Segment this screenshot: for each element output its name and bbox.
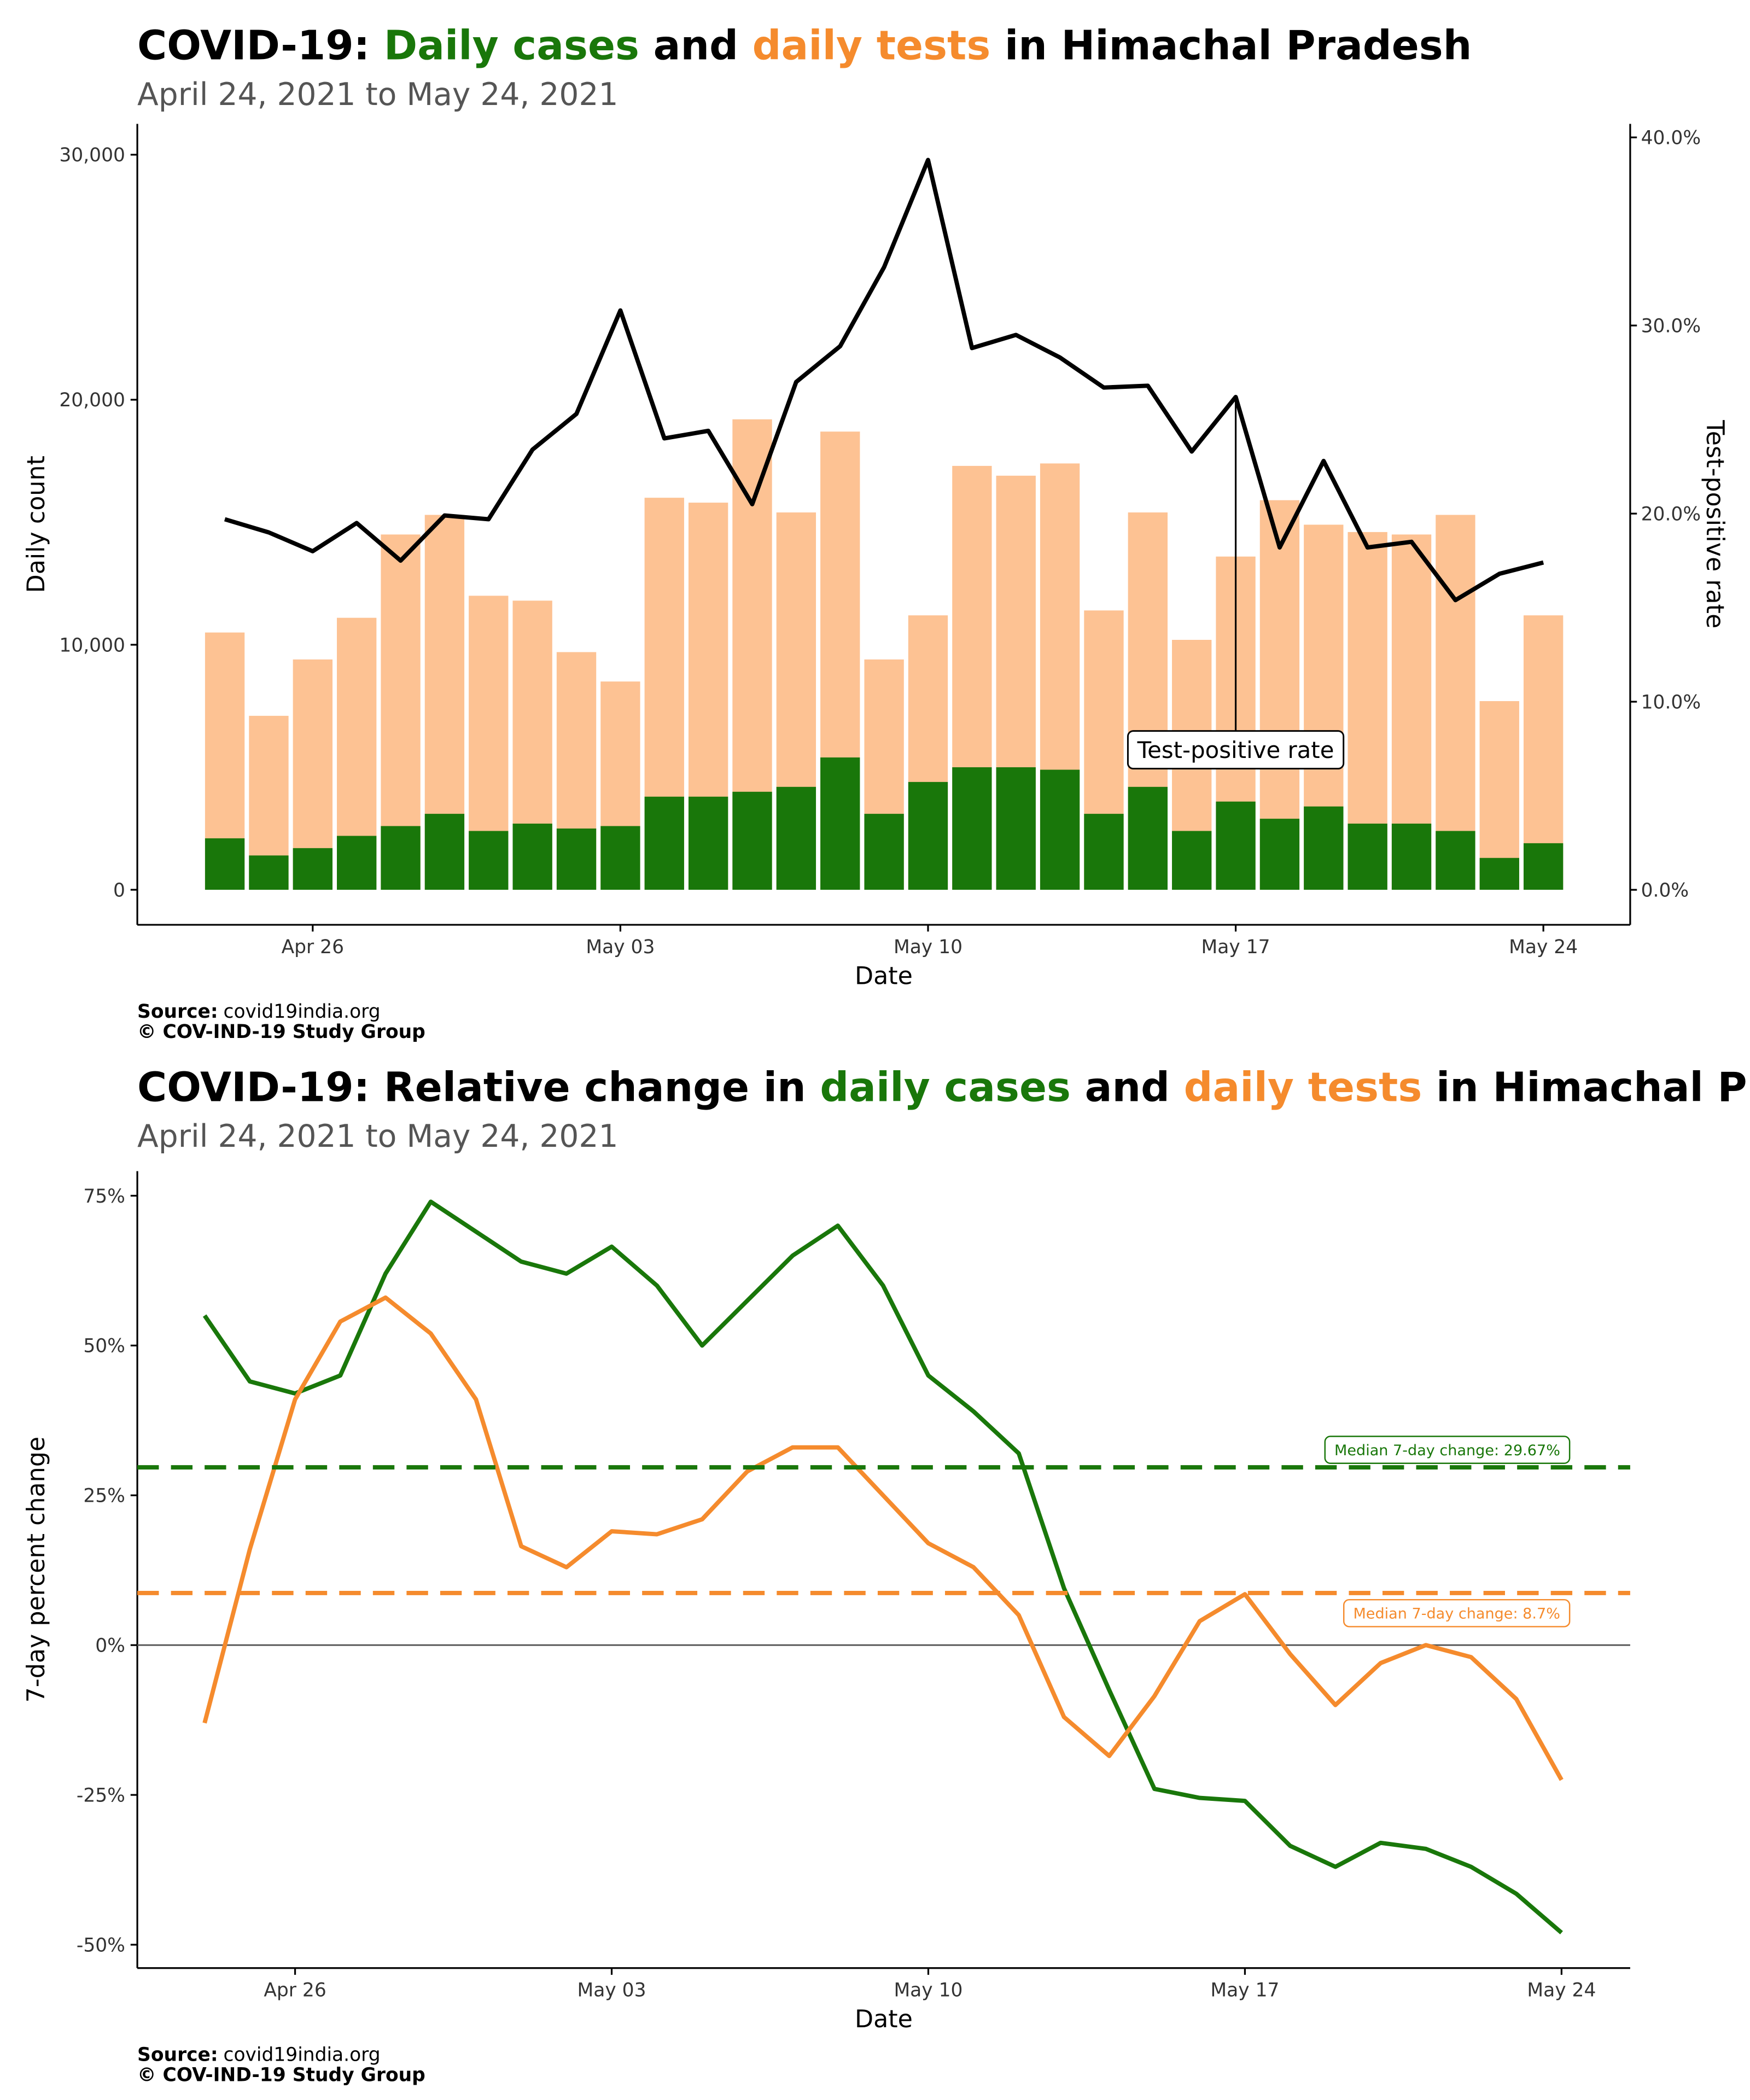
- credit: © COV-IND-19 Study Group: [137, 1021, 425, 1043]
- y-axis-label: Daily count: [22, 456, 50, 593]
- chart-subtitle: April 24, 2021 to May 24, 2021: [137, 77, 618, 113]
- y-tick-label: 10,000: [59, 634, 125, 656]
- bar: [424, 814, 465, 890]
- x-tick-label: May 24: [1509, 936, 1578, 958]
- bar: [1259, 819, 1300, 890]
- bar: [952, 767, 992, 890]
- y-tick-label: -50%: [77, 1934, 125, 1956]
- source-label: Source:: [137, 2044, 218, 2066]
- bar: [820, 757, 860, 890]
- y-tick-label: 75%: [83, 1186, 125, 1208]
- bar: [1436, 831, 1475, 890]
- bar: [1304, 806, 1344, 890]
- x-tick-label: May 17: [1201, 936, 1270, 958]
- chart-title: COVID-19: Daily cases and daily tests in…: [137, 22, 1472, 69]
- chart-subtitle: April 24, 2021 to May 24, 2021: [137, 1118, 618, 1154]
- y-tick-label: 30,000: [59, 144, 125, 166]
- median-label: Median 7-day change: 8.7%: [1353, 1606, 1560, 1623]
- chart-title: COVID-19: Relative change in daily cases…: [137, 1064, 1750, 1111]
- median-label: Median 7-day change: 29.67%: [1334, 1442, 1560, 1459]
- y-tick-label: 50%: [83, 1335, 125, 1357]
- title-part: in Himachal Pradesh: [990, 22, 1472, 69]
- bar: [776, 786, 816, 890]
- x-axis-label: Date: [855, 2005, 913, 2033]
- bar: [205, 838, 245, 890]
- x-tick-label: May 10: [894, 1979, 962, 2001]
- bar: [1084, 814, 1124, 890]
- title-part: COVID-19: Relative change in: [137, 1064, 820, 1111]
- title-part: Daily cases: [384, 22, 639, 69]
- bar: [864, 814, 904, 890]
- y-tick-label: 25%: [83, 1485, 125, 1507]
- bar: [249, 855, 289, 890]
- title-part: and: [639, 22, 752, 69]
- bar: [512, 824, 552, 890]
- bar: [1172, 831, 1212, 890]
- bar: [337, 836, 377, 890]
- y2-tick-label: 10.0%: [1641, 691, 1701, 713]
- bar: [381, 826, 421, 890]
- bar: [732, 791, 772, 890]
- x-tick-label: Apr 26: [264, 1979, 326, 2001]
- line: [202, 1199, 1563, 1935]
- bar: [1523, 843, 1564, 890]
- bar: [996, 767, 1036, 890]
- y2-tick-label: 40.0%: [1641, 127, 1701, 149]
- title-part: in Himachal Pradesh: [1422, 1064, 1750, 1111]
- y-tick-label: 0: [113, 879, 125, 901]
- bar: [600, 826, 640, 890]
- bar: [908, 781, 948, 890]
- bar: [556, 829, 597, 890]
- x-tick-label: Apr 26: [282, 936, 344, 958]
- y-tick-label: 20,000: [59, 389, 125, 411]
- x-tick-label: May 03: [586, 936, 655, 958]
- y2-tick-label: 30.0%: [1641, 316, 1701, 337]
- source: Source: covid19india.org: [137, 2044, 381, 2066]
- median-label-box: [1343, 1599, 1571, 1628]
- title-part: and: [1071, 1064, 1184, 1111]
- x-axis-label: Date: [855, 962, 913, 990]
- bar: [644, 796, 684, 890]
- x-tick-label: May 24: [1527, 1979, 1596, 2001]
- x-tick-label: May 03: [578, 1979, 646, 2001]
- title-part: daily cases: [820, 1064, 1071, 1111]
- annotation-box: [1127, 730, 1345, 770]
- bar: [1040, 769, 1080, 890]
- line: [224, 158, 1544, 603]
- title-part: COVID-19:: [137, 22, 384, 69]
- bar: [1436, 515, 1475, 890]
- bar: [1479, 858, 1519, 890]
- bar: [1128, 786, 1168, 890]
- x-tick-label: May 10: [894, 936, 962, 958]
- title-part: daily tests: [1184, 1064, 1422, 1111]
- bar: [1348, 824, 1387, 890]
- source: Source: covid19india.org: [137, 1001, 381, 1023]
- bar: [688, 796, 728, 890]
- chart-panel: COVID-19: Daily cases and daily tests in…: [22, 22, 1729, 1043]
- source-label: Source:: [137, 1001, 218, 1023]
- bar: [293, 848, 332, 890]
- x-tick-label: May 17: [1210, 1979, 1279, 2001]
- median-label-box: [1324, 1436, 1571, 1464]
- y-tick-label: 0%: [95, 1635, 125, 1657]
- y2-tick-label: 20.0%: [1641, 503, 1701, 525]
- y2-tick-label: 0.0%: [1641, 879, 1689, 901]
- source-text: covid19india.org: [224, 2044, 381, 2066]
- y2-axis-label: Test-positive rate: [1701, 419, 1729, 628]
- chart-panel: COVID-19: Relative change in daily cases…: [22, 1064, 1750, 2086]
- bar: [1391, 824, 1432, 890]
- bar: [1216, 801, 1256, 890]
- line: [202, 1295, 1564, 1781]
- source-text: covid19india.org: [224, 1001, 381, 1023]
- bar: [469, 831, 509, 890]
- title-part: daily tests: [752, 22, 991, 69]
- annotation-text: Test-positive rate: [1137, 737, 1334, 763]
- y-tick-label: -25%: [77, 1784, 125, 1806]
- credit: © COV-IND-19 Study Group: [137, 2064, 425, 2086]
- y-axis-label: 7-day percent change: [22, 1437, 50, 1703]
